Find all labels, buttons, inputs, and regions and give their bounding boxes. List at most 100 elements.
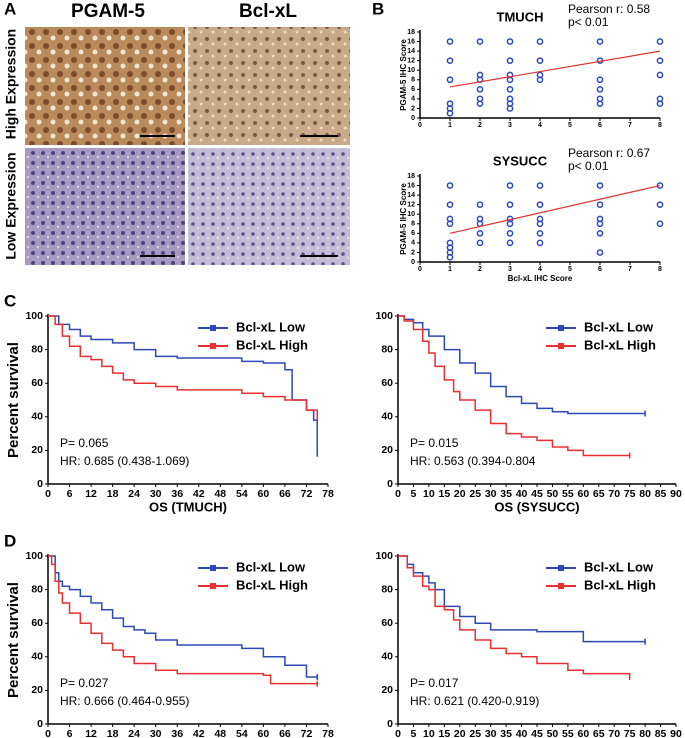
- x-tick-label: 80: [639, 488, 651, 500]
- panel-label: C: [4, 291, 16, 310]
- panel-label: B: [372, 0, 384, 18]
- y-tick-label: 10: [407, 67, 415, 74]
- y-tick-label: 14: [407, 48, 415, 55]
- x-tick-label: 4: [538, 122, 542, 129]
- point: [506, 57, 514, 65]
- column-label: PGAM-5: [71, 1, 145, 22]
- legend-label: Bcl-xL High: [236, 337, 308, 352]
- x-axis-label: Bcl-xL IHC Score: [508, 274, 573, 283]
- y-tick-label: 20: [31, 444, 43, 456]
- x-tick-label: 40: [516, 488, 528, 500]
- point: [596, 85, 604, 93]
- x-axis-label: OS (SYSUCC): [494, 499, 579, 514]
- x-tick-label: 5: [411, 488, 417, 500]
- x-tick-label: 42: [193, 728, 205, 738]
- x-tick-label: 20: [454, 488, 466, 500]
- annotation: P= 0.015: [410, 436, 459, 450]
- y-tick-label: 40: [31, 651, 43, 663]
- x-tick-label: 10: [423, 728, 435, 738]
- point: [536, 38, 544, 45]
- point: [596, 220, 604, 228]
- ihc-image: [188, 27, 350, 145]
- y-tick-label: 0: [387, 718, 393, 730]
- y-tick-label: 100: [375, 550, 393, 562]
- x-tick-label: 60: [577, 728, 589, 738]
- survival-curve: [398, 315, 646, 415]
- legend-marker: [558, 565, 564, 571]
- x-tick-label: 72: [301, 728, 313, 738]
- fit-line: [449, 50, 661, 88]
- x-tick-label: 25: [469, 488, 481, 500]
- point: [446, 38, 454, 45]
- x-tick-label: 10: [423, 488, 435, 500]
- x-tick-label: 6: [598, 266, 602, 273]
- x-tick-label: 85: [655, 488, 667, 500]
- point: [476, 229, 484, 237]
- x-tick-label: 35: [500, 488, 512, 500]
- row-label: Low Expression: [3, 152, 19, 259]
- x-tick-label: 30: [150, 488, 162, 500]
- x-tick-label: 18: [107, 488, 119, 500]
- x-tick-label: 55: [562, 488, 574, 500]
- annotation: P= 0.065: [60, 436, 109, 450]
- x-tick-label: 85: [655, 728, 667, 738]
- y-tick-label: 40: [31, 411, 43, 423]
- y-tick-label: 20: [381, 684, 393, 696]
- x-axis-label: OS (TMUCH): [149, 499, 227, 514]
- chart-title: TMUCH: [497, 9, 544, 24]
- x-tick-label: 8: [658, 266, 662, 273]
- x-tick-label: 12: [85, 488, 97, 500]
- y-tick-label: 80: [31, 343, 43, 355]
- x-tick-label: 60: [577, 488, 589, 500]
- legend-marker: [210, 343, 216, 349]
- x-tick-label: 75: [624, 488, 636, 500]
- y-tick-label: 16: [407, 182, 415, 189]
- x-tick-label: 15: [438, 728, 450, 738]
- x-tick-label: 65: [593, 488, 605, 500]
- ihc-image: [25, 27, 185, 145]
- x-tick-label: 30: [485, 728, 497, 738]
- legend-marker: [210, 325, 216, 331]
- annotation: HR: 0.666 (0.464-0.955): [60, 694, 189, 708]
- x-tick-label: 5: [411, 728, 417, 738]
- legend-marker: [558, 343, 564, 349]
- row-label: High Expression: [3, 29, 19, 139]
- point: [506, 85, 514, 93]
- x-tick-label: 5: [568, 266, 572, 273]
- x-tick-label: 2: [478, 266, 482, 273]
- x-tick-label: 6: [67, 488, 73, 500]
- annotation: P= 0.027: [60, 676, 109, 690]
- x-tick-label: 20: [454, 728, 466, 738]
- annotation: P= 0.017: [410, 676, 459, 690]
- x-tick-label: 35: [500, 728, 512, 738]
- point: [536, 229, 544, 237]
- y-axis-label: PGAM-5 IHC Score: [399, 183, 408, 255]
- point: [506, 38, 514, 45]
- annotation: HR: 0.563 (0.394-0.804: [410, 454, 536, 468]
- point: [476, 239, 484, 247]
- point: [506, 229, 514, 237]
- x-tick-label: 72: [301, 488, 313, 500]
- point: [476, 100, 484, 108]
- x-tick-label: 54: [236, 728, 248, 738]
- x-tick-label: 6: [67, 728, 73, 738]
- point: [536, 220, 544, 228]
- y-tick-label: 40: [381, 651, 393, 663]
- point: [446, 253, 454, 261]
- point: [596, 201, 604, 209]
- annotation: HR: 0.685 (0.438-1.069): [60, 454, 189, 468]
- point: [446, 182, 454, 189]
- point: [656, 57, 664, 65]
- x-tick-label: 3: [508, 122, 512, 129]
- x-tick-label: 50: [547, 728, 559, 738]
- x-tick-label: 18: [107, 728, 119, 738]
- y-tick-label: 100: [25, 550, 43, 562]
- x-tick-label: 0: [45, 488, 51, 500]
- x-tick-label: 36: [171, 728, 183, 738]
- x-tick-label: 30: [485, 488, 497, 500]
- point: [596, 229, 604, 237]
- point: [596, 76, 604, 84]
- x-tick-label: 1: [448, 266, 452, 273]
